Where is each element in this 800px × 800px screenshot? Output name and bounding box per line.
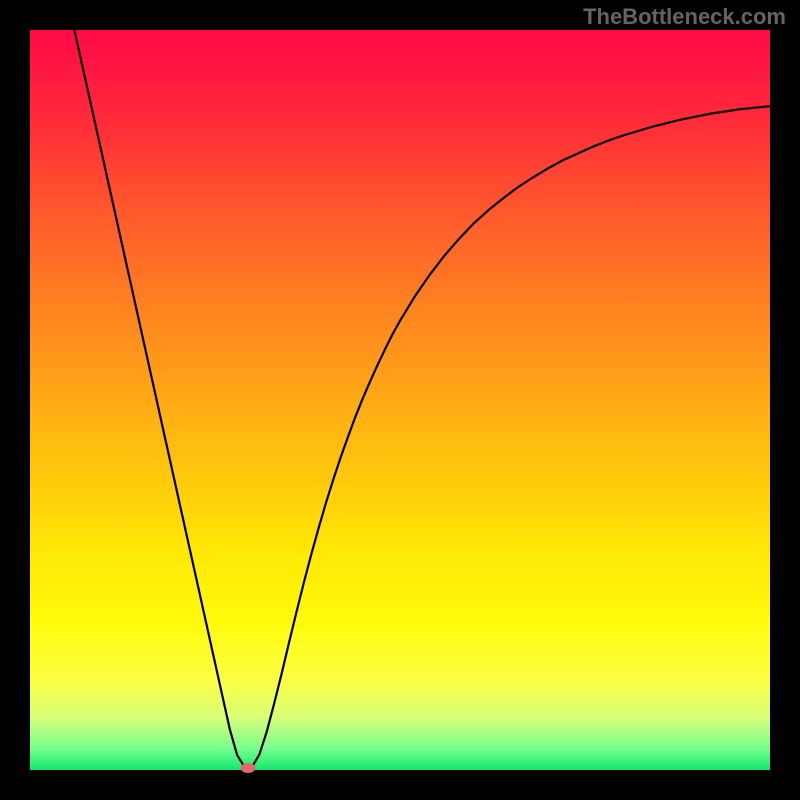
bottleneck-curve — [74, 30, 770, 770]
plot-area — [30, 30, 770, 770]
watermark-text: TheBottleneck.com — [583, 4, 786, 30]
minimum-marker — [241, 763, 256, 773]
curve-layer — [30, 30, 770, 770]
